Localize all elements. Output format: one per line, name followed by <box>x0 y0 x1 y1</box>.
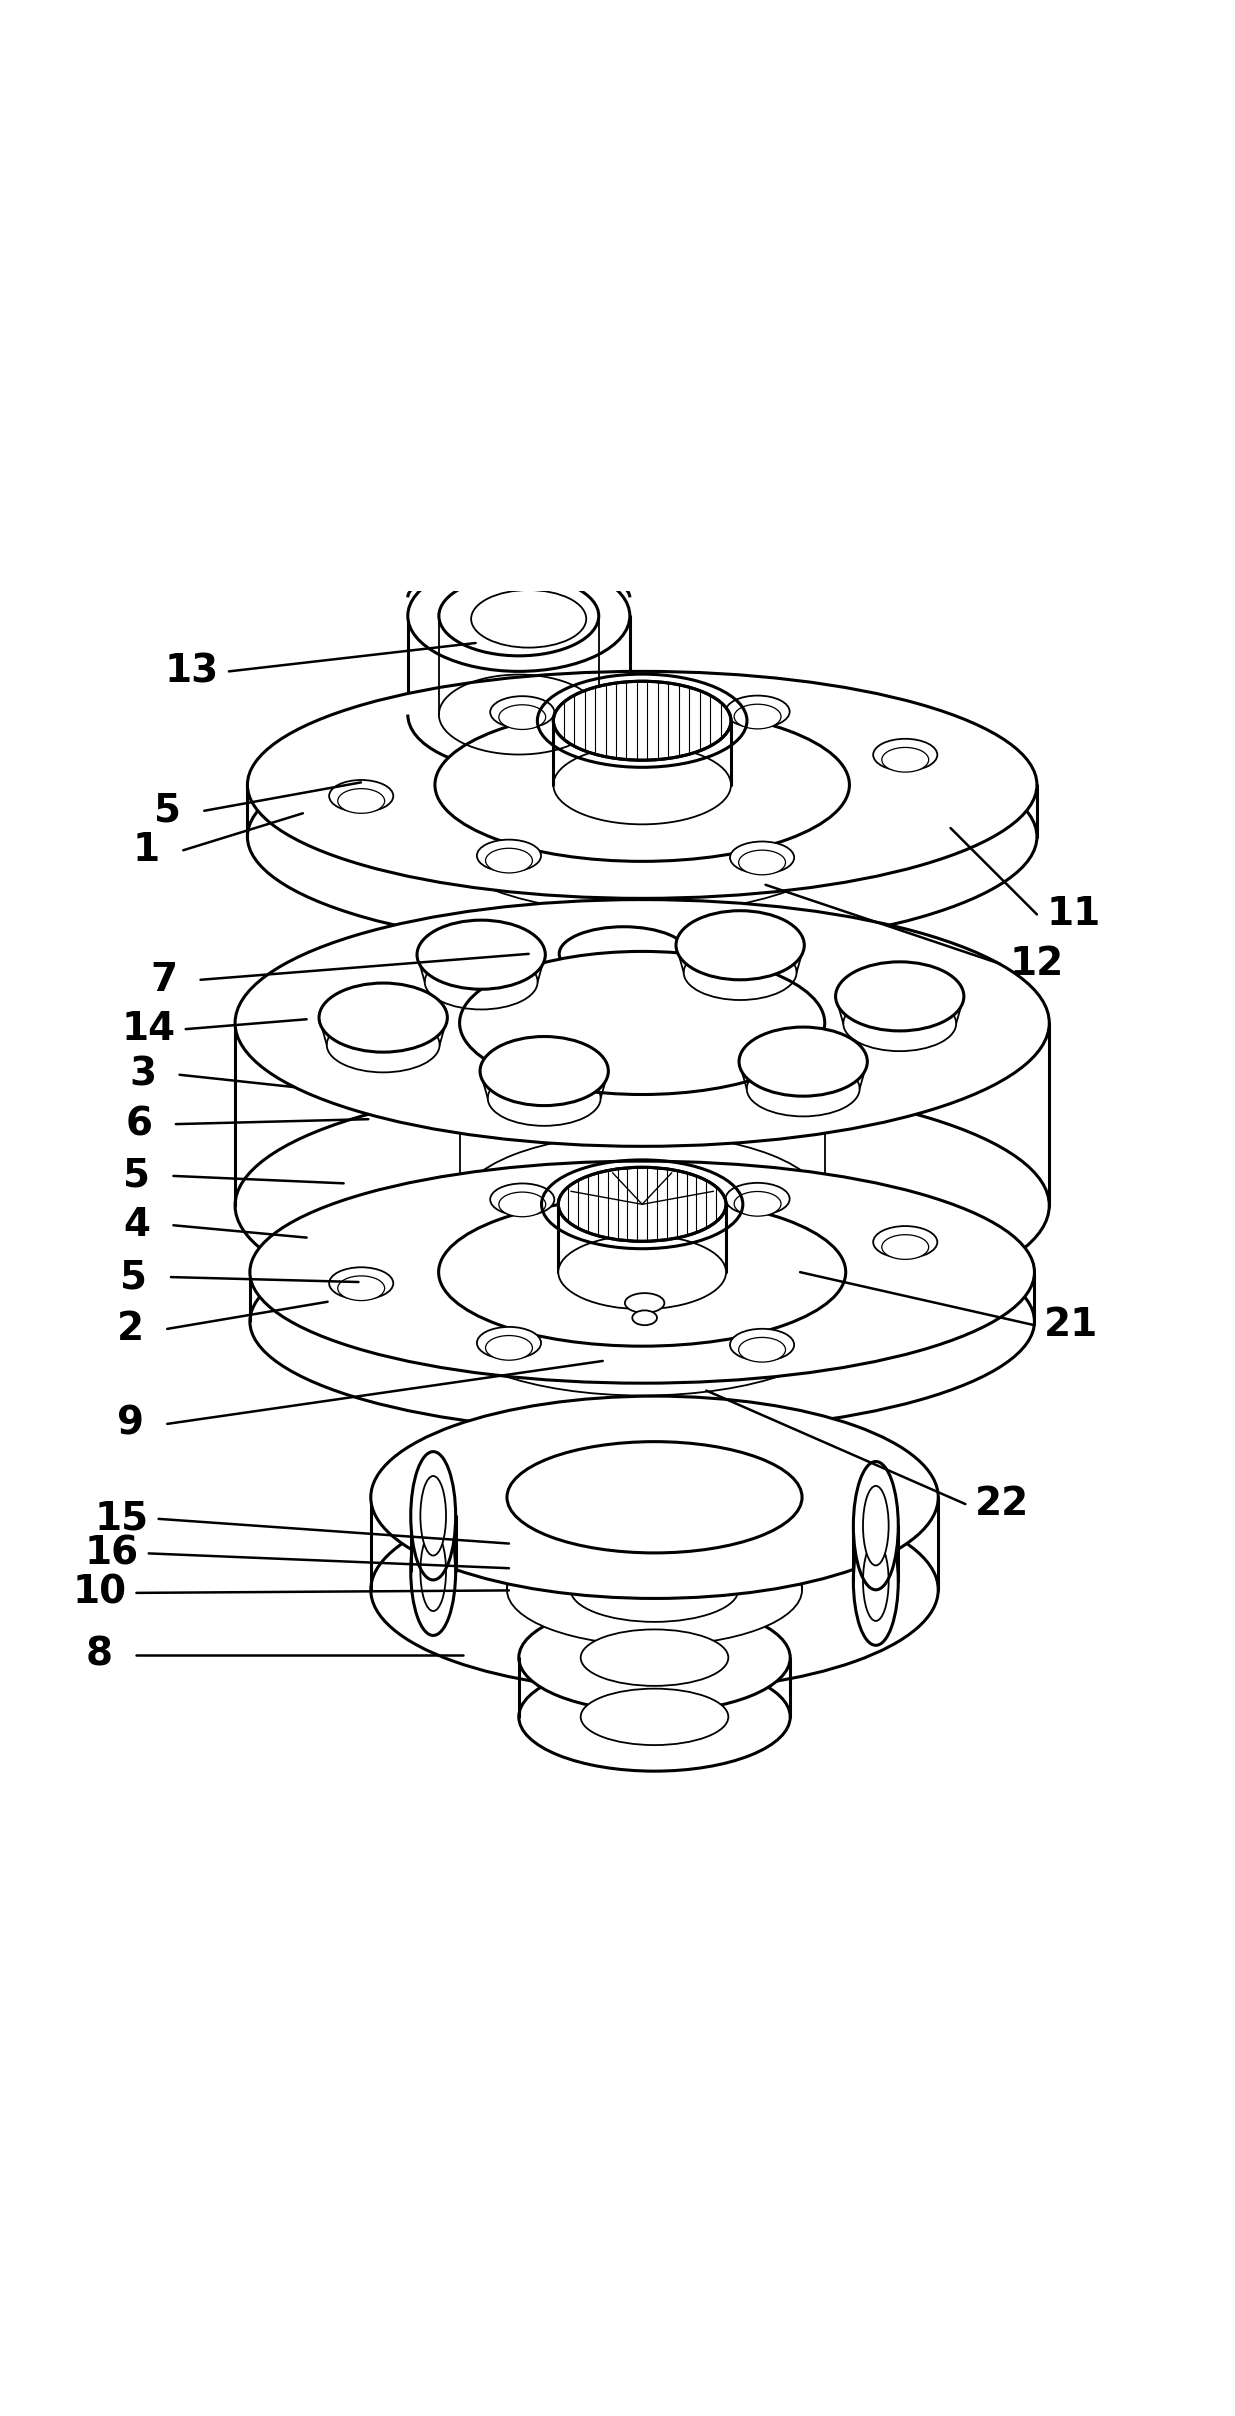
Ellipse shape <box>411 1508 456 1636</box>
Text: 21: 21 <box>1045 1307 1099 1343</box>
Ellipse shape <box>435 708 850 863</box>
Text: 13: 13 <box>164 652 219 691</box>
Ellipse shape <box>411 1452 456 1580</box>
Ellipse shape <box>477 1326 541 1358</box>
Text: 9: 9 <box>117 1404 143 1442</box>
Ellipse shape <box>420 1476 446 1556</box>
Ellipse shape <box>459 952 825 1094</box>
Ellipse shape <box>553 747 731 824</box>
Ellipse shape <box>330 780 393 812</box>
Ellipse shape <box>247 722 1037 949</box>
Text: 5: 5 <box>121 1259 147 1295</box>
Ellipse shape <box>471 590 587 647</box>
Ellipse shape <box>249 1162 1035 1384</box>
Text: 4: 4 <box>124 1206 149 1244</box>
Ellipse shape <box>499 705 546 730</box>
Ellipse shape <box>485 848 532 872</box>
Text: 3: 3 <box>128 1056 156 1094</box>
Ellipse shape <box>853 1517 898 1645</box>
Ellipse shape <box>625 1293 664 1312</box>
Ellipse shape <box>477 841 541 872</box>
Ellipse shape <box>508 1534 802 1645</box>
Ellipse shape <box>873 1225 937 1259</box>
Text: 8: 8 <box>86 1636 112 1674</box>
Polygon shape <box>408 616 630 715</box>
Ellipse shape <box>235 899 1050 1145</box>
Text: 15: 15 <box>95 1500 148 1539</box>
Ellipse shape <box>571 1626 739 1689</box>
Ellipse shape <box>319 983 447 1051</box>
Ellipse shape <box>330 1268 393 1300</box>
Ellipse shape <box>370 1396 939 1599</box>
Ellipse shape <box>853 1462 898 1590</box>
Ellipse shape <box>882 747 929 773</box>
Ellipse shape <box>337 1276 384 1300</box>
Ellipse shape <box>506 940 741 1039</box>
Ellipse shape <box>506 904 741 1003</box>
Ellipse shape <box>519 1662 790 1771</box>
Ellipse shape <box>725 696 789 727</box>
Ellipse shape <box>508 1442 802 1553</box>
Text: 6: 6 <box>126 1104 152 1143</box>
Ellipse shape <box>417 920 546 988</box>
Ellipse shape <box>558 1235 726 1309</box>
Text: 5: 5 <box>153 792 180 829</box>
Ellipse shape <box>485 1336 532 1360</box>
Ellipse shape <box>873 739 937 771</box>
Text: 16: 16 <box>85 1534 138 1573</box>
Ellipse shape <box>558 1167 726 1242</box>
Text: 14: 14 <box>122 1010 175 1049</box>
Text: 22: 22 <box>976 1486 1030 1522</box>
Ellipse shape <box>676 911 804 981</box>
Ellipse shape <box>580 1689 729 1744</box>
Text: 1: 1 <box>132 831 159 870</box>
Ellipse shape <box>739 1027 867 1097</box>
Ellipse shape <box>499 1191 546 1218</box>
Ellipse shape <box>480 1036 609 1107</box>
Ellipse shape <box>559 928 688 981</box>
Ellipse shape <box>730 1329 794 1360</box>
Ellipse shape <box>370 1488 939 1691</box>
Ellipse shape <box>863 1486 889 1566</box>
Ellipse shape <box>571 1558 739 1621</box>
Ellipse shape <box>337 788 384 814</box>
Ellipse shape <box>739 1338 785 1363</box>
Ellipse shape <box>438 575 599 655</box>
Text: 12: 12 <box>1010 945 1065 983</box>
Ellipse shape <box>739 850 785 875</box>
Text: 11: 11 <box>1047 896 1102 933</box>
Ellipse shape <box>490 1184 555 1215</box>
Ellipse shape <box>730 841 794 875</box>
Ellipse shape <box>734 703 781 730</box>
Text: 10: 10 <box>73 1573 126 1611</box>
Ellipse shape <box>836 962 963 1032</box>
Ellipse shape <box>249 1210 1035 1433</box>
Ellipse shape <box>235 1082 1050 1329</box>
Text: 2: 2 <box>116 1309 143 1348</box>
Ellipse shape <box>490 696 555 727</box>
Ellipse shape <box>580 1628 729 1686</box>
Ellipse shape <box>734 1191 781 1215</box>
Ellipse shape <box>632 1309 657 1326</box>
Ellipse shape <box>553 681 731 761</box>
Ellipse shape <box>519 1604 790 1713</box>
Ellipse shape <box>882 1235 929 1259</box>
Ellipse shape <box>438 1198 846 1346</box>
Ellipse shape <box>408 561 630 672</box>
Ellipse shape <box>459 1133 825 1278</box>
Ellipse shape <box>725 1184 789 1215</box>
Ellipse shape <box>247 672 1037 899</box>
Text: 7: 7 <box>149 962 177 998</box>
Text: 5: 5 <box>124 1157 149 1196</box>
